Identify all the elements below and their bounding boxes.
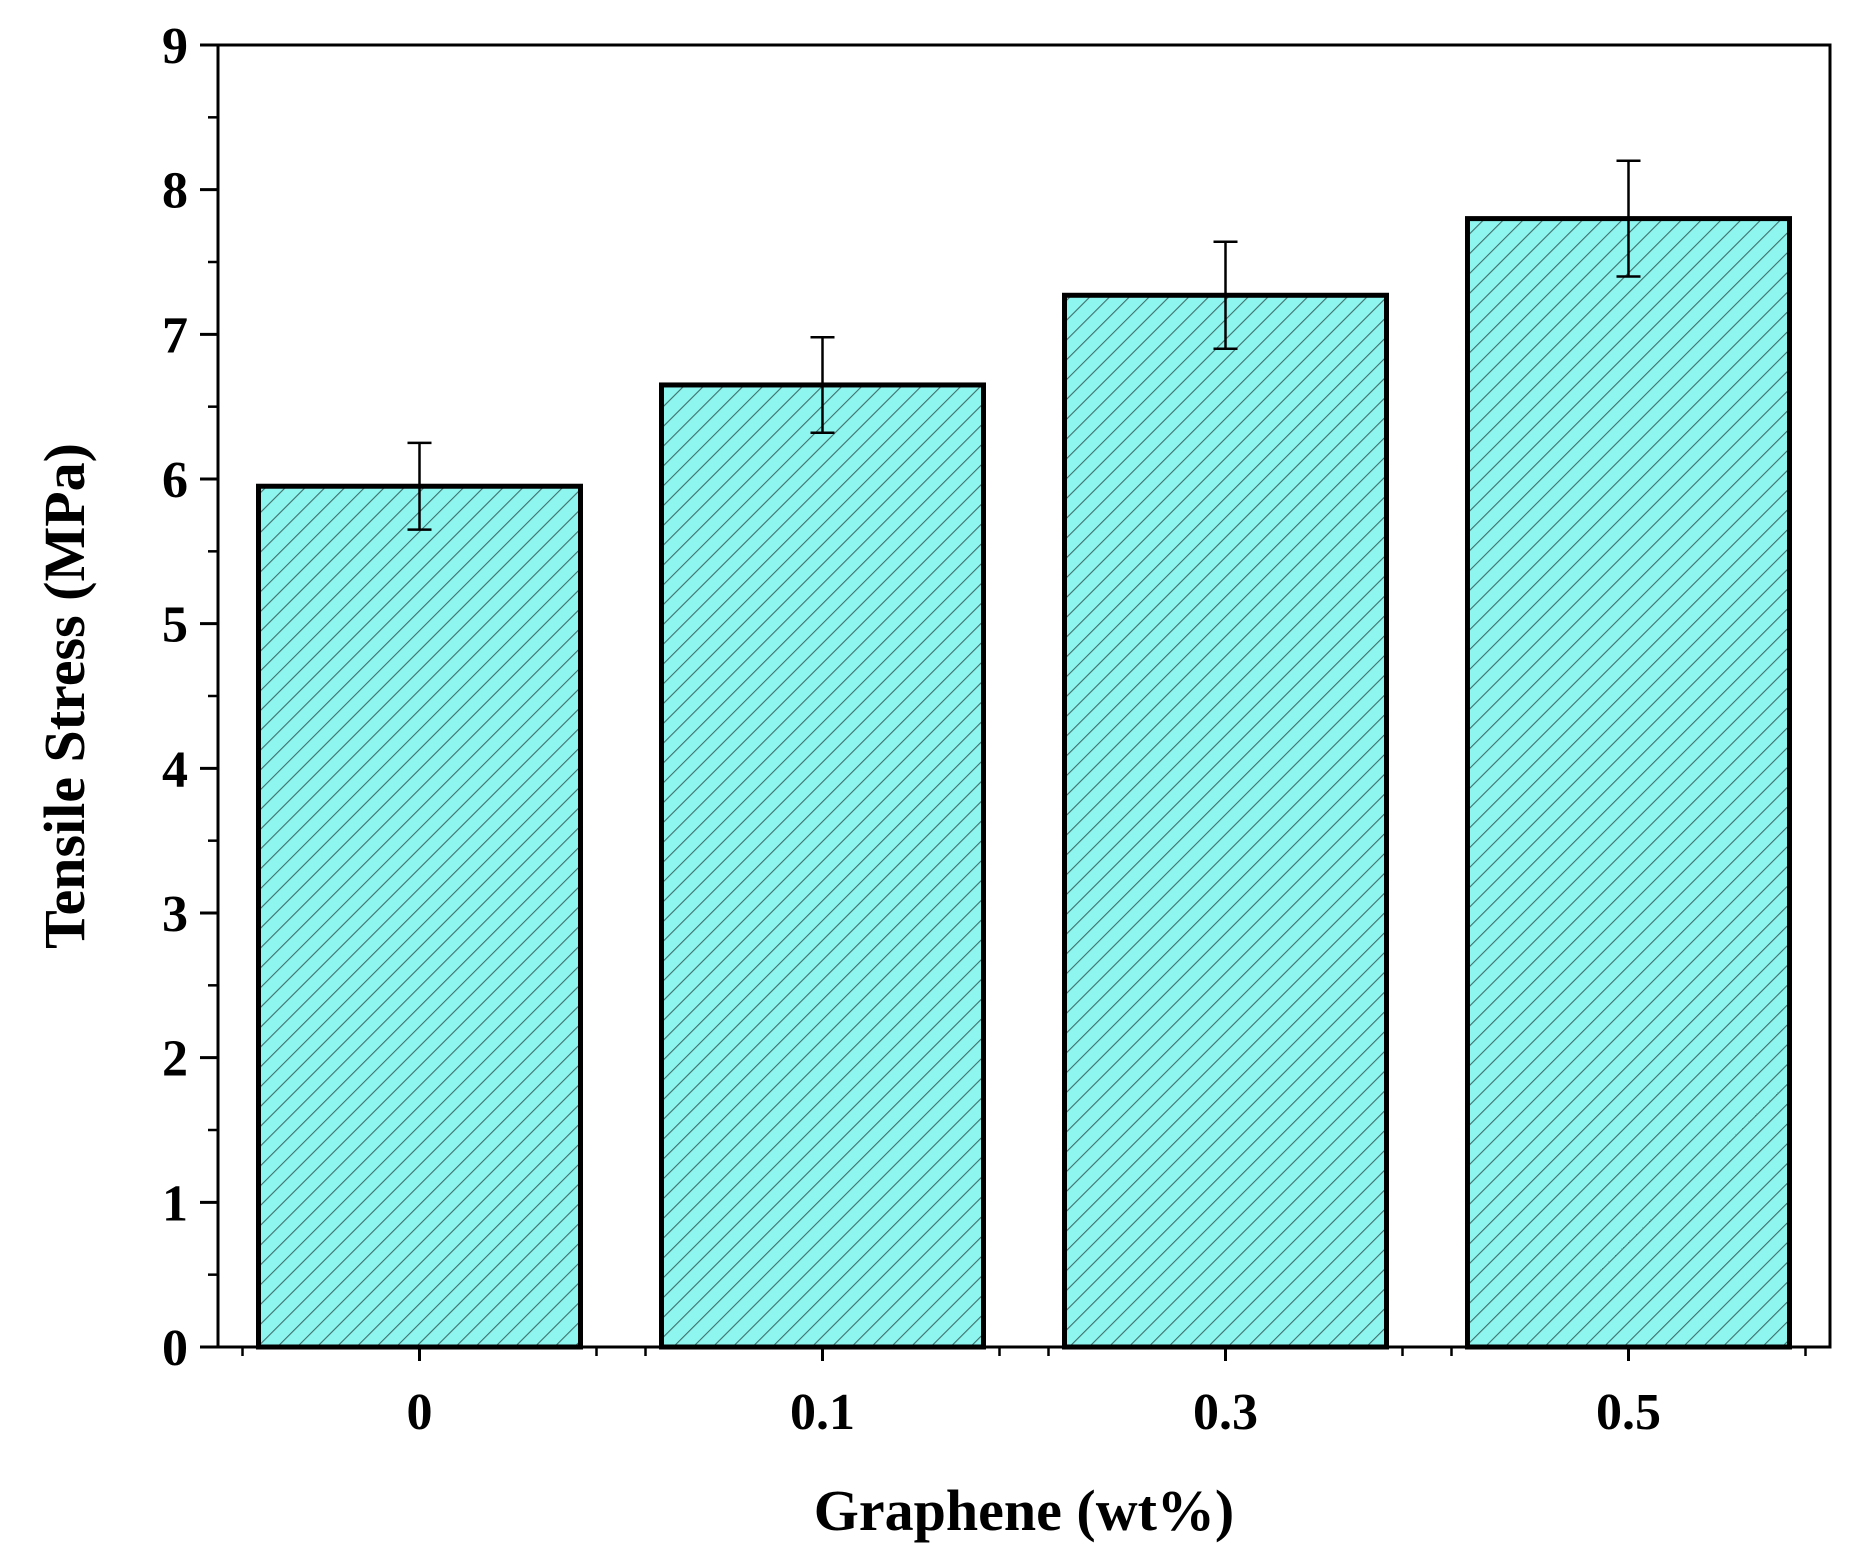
x-axis: 0 0.1 0.3 0.5 (241, 1347, 1807, 1441)
error-bars-layer (407, 159, 1641, 531)
y-axis: 0 1 2 3 4 5 6 7 8 9 (162, 18, 218, 1377)
bar (659, 382, 986, 1350)
y-axis-title: Tensile Stress (MPa) (32, 443, 97, 949)
y-tick-label: 1 (162, 1175, 188, 1232)
y-tick-label: 4 (162, 741, 188, 798)
y-tick-label: 6 (162, 452, 188, 509)
y-tick-label: 3 (162, 886, 188, 943)
y-tick-label: 7 (162, 307, 188, 364)
x-tick-label: 0.5 (1596, 1384, 1661, 1441)
x-axis-title: Graphene (wt%) (814, 1478, 1234, 1543)
x-tick-label: 0.3 (1193, 1384, 1258, 1441)
x-tick-label: 0.1 (790, 1384, 855, 1441)
bar (256, 483, 583, 1350)
x-tick-label: 0 (407, 1384, 433, 1441)
bar (1062, 292, 1389, 1350)
y-tick-label: 2 (162, 1031, 188, 1088)
y-tick-label: 9 (162, 18, 188, 75)
y-tick-label: 8 (162, 163, 188, 220)
y-tick-label: 5 (162, 597, 188, 654)
bar (1465, 216, 1792, 1350)
bars-layer (256, 216, 1792, 1350)
y-tick-label: 0 (162, 1320, 188, 1377)
